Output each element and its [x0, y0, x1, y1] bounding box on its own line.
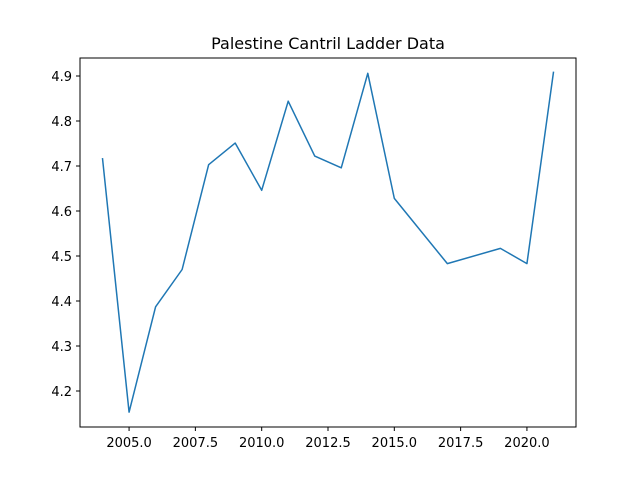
- plot-area: [79, 57, 577, 428]
- y-axis: 4.2 4.3 4.4 4.5 4.6 4.7 4.8 4.9: [51, 70, 80, 400]
- x-tick-label: 2012.5: [305, 436, 351, 451]
- y-tick-label: 4.2: [51, 385, 72, 400]
- plot-frame: [79, 57, 577, 428]
- x-axis: 2005.0 2007.5 2010.0 2012.5 2015.0 2017.5 2020…: [106, 427, 550, 451]
- x-tick-label: 2005.0: [106, 436, 152, 451]
- y-tick-label: 4.5: [51, 250, 72, 265]
- x-tick-label: 2010.0: [239, 436, 285, 451]
- y-tick-label: 4.4: [51, 295, 72, 310]
- y-tick-label: 4.6: [51, 205, 72, 220]
- y-tick-label: 4.9: [51, 70, 72, 85]
- x-tick-label: 2020.0: [504, 436, 550, 451]
- x-tick-label: 2015.0: [372, 436, 418, 451]
- x-tick-label: 2017.5: [438, 436, 484, 451]
- y-tick-label: 4.7: [51, 160, 72, 175]
- x-tick-label: 2007.5: [173, 436, 219, 451]
- y-tick-label: 4.8: [51, 115, 72, 130]
- series-line: [101, 71, 555, 413]
- y-tick-label: 4.3: [51, 340, 72, 355]
- chart-title: Palestine Cantril Ladder Data: [211, 34, 445, 53]
